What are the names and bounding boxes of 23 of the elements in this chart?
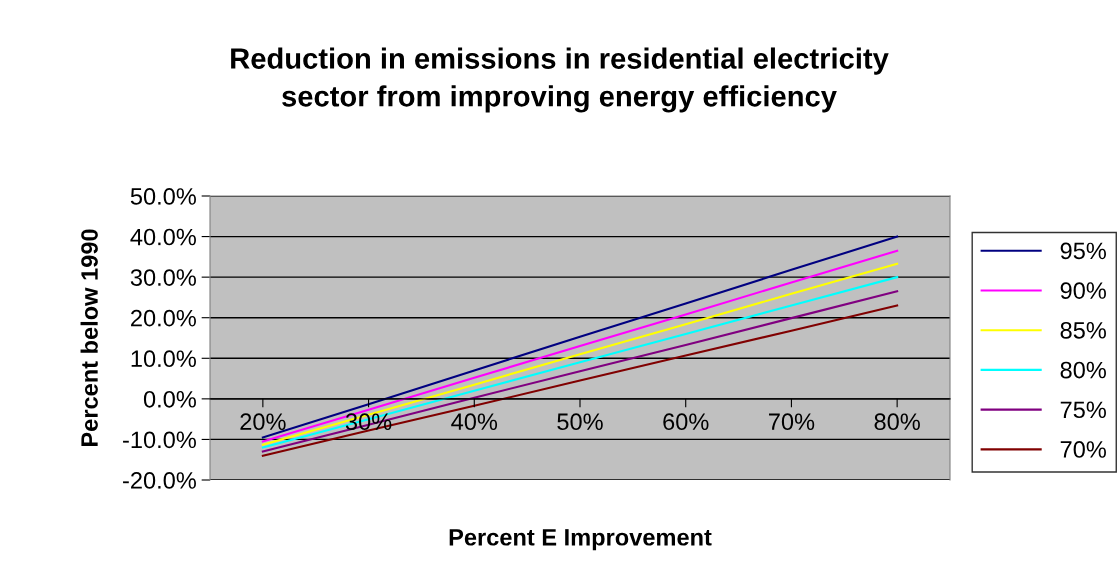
legend-label: 90%	[1060, 282, 1106, 299]
x-tick-label: 80%	[874, 413, 920, 431]
x-tick-label: 60%	[663, 413, 709, 431]
x-tick-label: 70%	[769, 413, 815, 431]
y-axis-title: Percent below 1990	[80, 229, 98, 446]
y-tick-label: 10.0%	[131, 350, 196, 368]
legend-label: 95%	[1060, 242, 1106, 260]
x-axis-title: Percent E Improvement	[449, 529, 712, 551]
x-tick-label: 50%	[557, 413, 603, 431]
y-tick-label: 40.0%	[130, 228, 196, 246]
y-tick-label: 0.0%	[143, 390, 196, 408]
y-tick-label: -10.0%	[123, 431, 196, 449]
x-tick-label: 40%	[451, 413, 498, 431]
legend-label: 70%	[1060, 441, 1106, 458]
y-tick-label: 20.0%	[131, 309, 196, 327]
legend-label: 75%	[1060, 401, 1106, 419]
y-tick-label: 50.0%	[130, 188, 196, 205]
legend-label: 80%	[1060, 361, 1106, 379]
y-tick-label: -20.0%	[123, 472, 196, 489]
x-tick-label: 20%	[240, 413, 286, 431]
y-tick-label: 30.0%	[130, 269, 196, 286]
chart-title: Reduction in emissions in residential electricity sector from improving energy efficiency	[231, 47, 889, 113]
legend-label: 85%	[1060, 321, 1106, 339]
